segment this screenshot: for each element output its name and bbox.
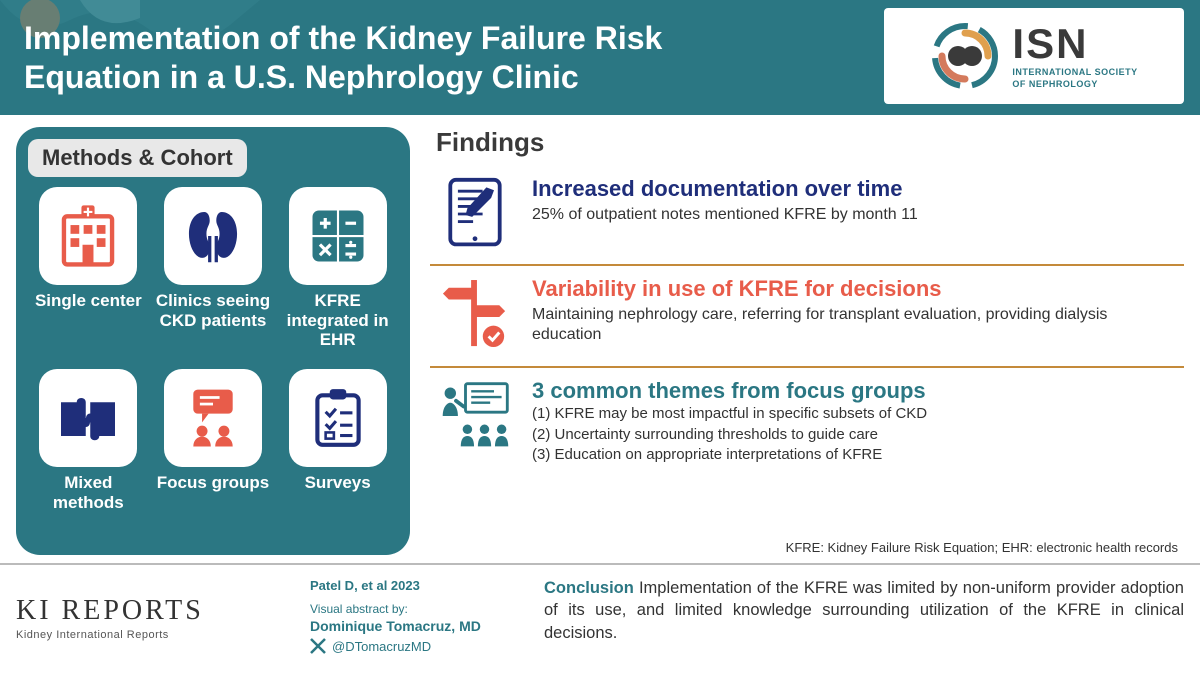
calculator-icon xyxy=(289,187,387,285)
clipboard-icon xyxy=(289,369,387,467)
findings-list: Increased documentation over time 25% of … xyxy=(430,166,1184,477)
isn-logo-sub1: INTERNATIONAL SOCIETY xyxy=(1012,67,1137,77)
x-twitter-icon xyxy=(310,638,326,654)
finding-list-item: (2) Uncertainty surrounding thresholds t… xyxy=(532,425,1178,445)
finding-row: Increased documentation over time 25% of … xyxy=(430,166,1184,264)
kidneys-icon xyxy=(164,187,262,285)
isn-logo-text: ISN xyxy=(1012,23,1137,65)
journal-block: KI REPORTS Kidney International Reports xyxy=(16,573,286,663)
isn-logo: ISN INTERNATIONAL SOCIETY OF NEPHROLOGY xyxy=(884,8,1184,104)
citation: Patel D, et al 2023 xyxy=(310,577,520,595)
visual-abstract-by-label: Visual abstract by: xyxy=(310,601,520,617)
journal-subtitle: Kidney International Reports xyxy=(16,629,286,641)
footer: KI REPORTS Kidney International Reports … xyxy=(0,563,1200,663)
journal-name: KI REPORTS xyxy=(16,595,286,627)
method-label: Single center xyxy=(35,291,142,311)
focus-group-icon xyxy=(164,369,262,467)
method-cell: Clinics seeing CKD patients xyxy=(153,187,274,361)
author-name: Dominique Tomacruz, MD xyxy=(310,617,520,636)
puzzle-icon xyxy=(39,369,137,467)
method-cell: Focus groups xyxy=(153,369,274,543)
tablet-icon xyxy=(436,176,514,252)
method-label: Focus groups xyxy=(157,473,269,493)
finding-row: 3 common themes from focus groups(1) KFR… xyxy=(430,366,1184,477)
finding-headline: Increased documentation over time xyxy=(532,176,1178,202)
method-cell: Single center xyxy=(28,187,149,361)
author-handle: @DTomacruzMD xyxy=(332,638,431,656)
finding-list-item: (3) Education on appropriate interpretat… xyxy=(532,445,1178,465)
methods-title: Methods & Cohort xyxy=(28,139,247,177)
finding-text: Increased documentation over time 25% of … xyxy=(532,176,1178,225)
finding-headline: 3 common themes from focus groups xyxy=(532,378,1178,404)
methods-panel: Methods & Cohort Single center Clinics se… xyxy=(16,127,410,555)
header: Implementation of the Kidney Failure Ris… xyxy=(0,0,1200,115)
signpost-icon xyxy=(436,276,514,354)
method-label: Clinics seeing CKD patients xyxy=(153,291,274,330)
method-cell: Mixed methods xyxy=(28,369,149,543)
finding-text: 3 common themes from focus groups(1) KFR… xyxy=(532,378,1178,465)
finding-sub: Maintaining nephrology care, referring f… xyxy=(532,305,1178,345)
credits-block: Patel D, et al 2023 Visual abstract by: … xyxy=(310,573,520,663)
isn-logo-sub2: OF NEPHROLOGY xyxy=(1012,79,1137,89)
methods-grid: Single center Clinics seeing CKD patients… xyxy=(28,187,398,543)
finding-sub: 25% of outpatient notes mentioned KFRE b… xyxy=(532,205,1178,225)
method-label: Surveys xyxy=(305,473,371,493)
method-cell: KFRE integrated in EHR xyxy=(277,187,398,361)
conclusion-text: Implementation of the KFRE was limited b… xyxy=(544,579,1184,642)
findings-title: Findings xyxy=(436,127,1184,158)
method-cell: Surveys xyxy=(277,369,398,543)
presenter-icon xyxy=(436,378,514,454)
method-label: KFRE integrated in EHR xyxy=(277,291,398,350)
conclusion-lead: Conclusion xyxy=(544,579,634,597)
finding-row: Variability in use of KFRE for decisions… xyxy=(430,264,1184,366)
finding-list-item: (1) KFRE may be most impactful in specif… xyxy=(532,404,1178,424)
finding-headline: Variability in use of KFRE for decisions xyxy=(532,276,1178,302)
finding-text: Variability in use of KFRE for decisions… xyxy=(532,276,1178,345)
method-label: Mixed methods xyxy=(28,473,149,512)
conclusion-block: Conclusion Implementation of the KFRE wa… xyxy=(544,573,1184,663)
hospital-icon xyxy=(39,187,137,285)
isn-logo-mark xyxy=(930,21,1000,91)
body: Methods & Cohort Single center Clinics se… xyxy=(0,115,1200,563)
abbreviations-footnote: KFRE: Kidney Failure Risk Equation; EHR:… xyxy=(430,540,1184,555)
findings-panel: Findings Increased documentation over ti… xyxy=(430,127,1184,555)
page-title: Implementation of the Kidney Failure Ris… xyxy=(24,19,724,96)
